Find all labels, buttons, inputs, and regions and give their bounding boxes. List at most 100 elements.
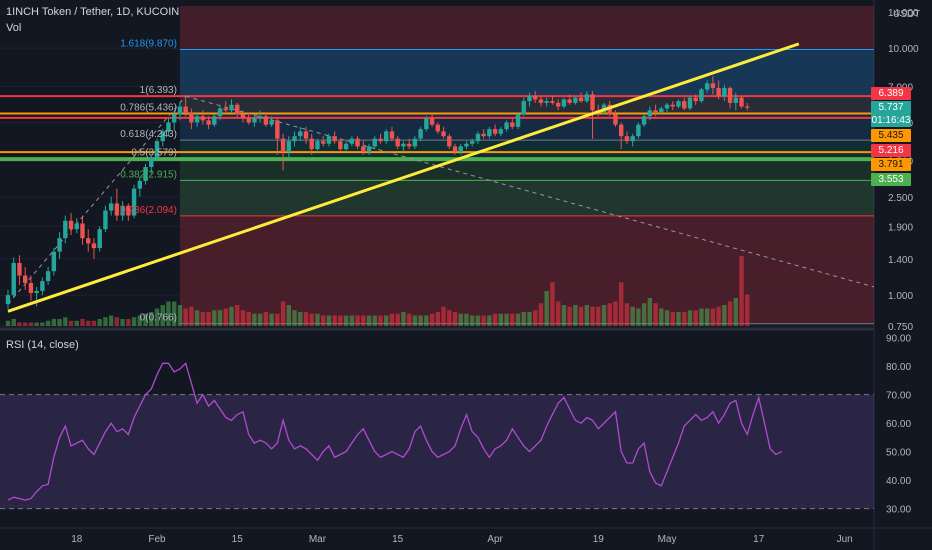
candle-body bbox=[533, 95, 538, 100]
candle-body bbox=[120, 205, 125, 216]
volume-bar bbox=[716, 306, 721, 326]
volume-bar bbox=[160, 305, 165, 326]
volume-bar bbox=[361, 315, 366, 326]
candle-body bbox=[704, 83, 710, 90]
candle-body bbox=[716, 87, 721, 96]
volume-bar bbox=[504, 313, 509, 326]
candle-body bbox=[618, 124, 624, 137]
volume-bar bbox=[389, 313, 395, 326]
volume-bar bbox=[533, 310, 538, 326]
volume-bar bbox=[481, 315, 486, 326]
candle-body bbox=[515, 114, 521, 127]
dashed-projection[interactable] bbox=[7, 95, 875, 305]
price-badge: 6.389 bbox=[871, 87, 911, 100]
candle-body bbox=[687, 97, 693, 109]
volume-bar bbox=[57, 319, 62, 326]
candle-body bbox=[624, 136, 630, 142]
candle-body bbox=[424, 118, 429, 130]
candle-body bbox=[108, 203, 114, 211]
volume-bar bbox=[401, 312, 406, 326]
volume-bar bbox=[177, 305, 183, 326]
volume-label[interactable]: Vol bbox=[6, 22, 22, 34]
volume-bar bbox=[384, 315, 389, 326]
volume-bar bbox=[200, 312, 206, 326]
candle-body bbox=[699, 89, 704, 102]
candle-body bbox=[28, 282, 34, 294]
rsi-tick-label: 80.00 bbox=[886, 362, 911, 373]
volume-bar bbox=[704, 308, 710, 326]
price-tick-label: 14.000 bbox=[888, 8, 919, 19]
time-tick-label: 15 bbox=[232, 534, 244, 545]
candle-body bbox=[727, 87, 733, 103]
candle-body bbox=[45, 271, 51, 282]
volume-bar bbox=[601, 305, 607, 326]
volume-bar bbox=[636, 308, 641, 326]
candle-body bbox=[584, 94, 590, 102]
volume-bar bbox=[687, 310, 693, 326]
volume-bar bbox=[550, 282, 555, 326]
candle-body bbox=[481, 133, 486, 137]
rsi-title[interactable]: RSI (14, close) bbox=[6, 339, 79, 351]
volume-bar bbox=[114, 317, 120, 326]
volume-bar bbox=[206, 312, 211, 326]
volume-bar bbox=[366, 315, 372, 326]
volume-bar bbox=[590, 306, 595, 326]
volume-bar bbox=[17, 322, 22, 326]
candle-body bbox=[137, 180, 143, 189]
price-badge: 5.216 bbox=[871, 144, 911, 157]
candle-body bbox=[320, 141, 326, 144]
fib-zone bbox=[179, 158, 874, 181]
candle-body bbox=[126, 205, 131, 216]
candle-body bbox=[74, 223, 79, 230]
candle-body bbox=[722, 87, 727, 96]
volume-bar bbox=[154, 308, 160, 326]
volume-bar bbox=[229, 306, 234, 326]
candle-body bbox=[298, 131, 303, 137]
rsi-tick-label: 40.00 bbox=[886, 476, 911, 487]
rsi-tick-label: 50.00 bbox=[886, 448, 911, 459]
candle-body bbox=[240, 114, 246, 119]
volume-bar bbox=[412, 315, 418, 326]
volume-bar bbox=[555, 301, 561, 326]
candle-body bbox=[200, 116, 206, 121]
candle-body bbox=[590, 94, 595, 111]
volume-bar bbox=[670, 312, 675, 326]
volume-bar bbox=[183, 308, 188, 326]
candle-body bbox=[286, 141, 292, 152]
volume-bar bbox=[166, 301, 171, 326]
volume-bar bbox=[676, 312, 681, 326]
candle-body bbox=[154, 141, 160, 158]
time-tick-label: Apr bbox=[487, 534, 503, 545]
fib-label: 1(6.393) bbox=[140, 85, 177, 96]
volume-bar bbox=[280, 301, 286, 326]
volume-bar bbox=[235, 305, 240, 326]
volume-bar bbox=[372, 315, 377, 326]
candle-body bbox=[682, 101, 687, 109]
yellow-trendline bbox=[7, 42, 800, 313]
candle-body bbox=[338, 141, 343, 150]
candle-body bbox=[475, 133, 481, 142]
volume-bar bbox=[630, 306, 635, 326]
candle-body bbox=[447, 136, 452, 147]
trendline[interactable] bbox=[7, 42, 800, 313]
candle-body bbox=[355, 138, 360, 147]
candle-body bbox=[212, 116, 217, 125]
volume-bar bbox=[452, 312, 458, 326]
volume-bar bbox=[596, 306, 601, 326]
volume-bar bbox=[653, 303, 658, 326]
symbol-title[interactable]: 1INCH Token / Tether, 1D, KUCOIN bbox=[6, 6, 180, 18]
candle-body bbox=[664, 104, 670, 109]
volume-bar bbox=[733, 298, 739, 326]
candle-body bbox=[555, 102, 561, 107]
volume-bar bbox=[103, 317, 108, 326]
candle-body bbox=[223, 108, 228, 111]
candle-body bbox=[177, 106, 183, 115]
time-axis[interactable]: 18 Feb 15 Mar 15 Apr 19 May 17 Jun bbox=[71, 534, 853, 545]
candle-body bbox=[303, 131, 309, 139]
candle-body bbox=[366, 146, 372, 152]
candle-body bbox=[252, 118, 257, 123]
candle-body bbox=[349, 138, 355, 144]
fib-zone bbox=[179, 215, 874, 324]
volume-bar bbox=[137, 315, 143, 326]
